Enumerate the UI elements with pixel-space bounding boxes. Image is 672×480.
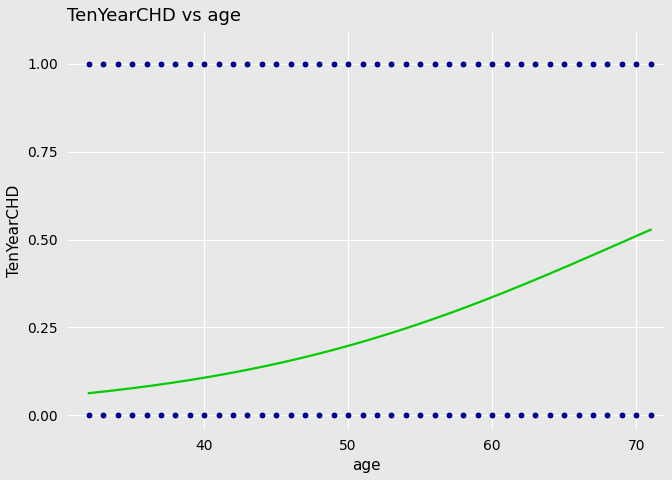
Point: [616, 60, 627, 68]
Point: [616, 411, 627, 419]
Point: [587, 60, 598, 68]
Point: [213, 411, 224, 419]
Point: [415, 60, 425, 68]
Point: [386, 411, 396, 419]
Point: [631, 60, 642, 68]
Point: [98, 411, 109, 419]
Point: [515, 60, 526, 68]
Point: [271, 60, 282, 68]
Text: TenYearCHD vs age: TenYearCHD vs age: [67, 7, 241, 25]
Point: [112, 411, 123, 419]
Point: [228, 60, 239, 68]
Point: [141, 60, 152, 68]
Point: [544, 60, 555, 68]
Point: [256, 60, 267, 68]
X-axis label: age: age: [352, 458, 380, 473]
Point: [501, 60, 512, 68]
Point: [184, 60, 195, 68]
Point: [401, 60, 411, 68]
Point: [83, 60, 94, 68]
Point: [256, 411, 267, 419]
Point: [170, 60, 181, 68]
Point: [386, 60, 396, 68]
Point: [559, 60, 570, 68]
Point: [184, 411, 195, 419]
Point: [559, 411, 570, 419]
Point: [170, 411, 181, 419]
Point: [358, 60, 368, 68]
Y-axis label: TenYearCHD: TenYearCHD: [7, 185, 22, 277]
Point: [530, 411, 541, 419]
Point: [285, 411, 296, 419]
Point: [242, 411, 253, 419]
Point: [141, 411, 152, 419]
Point: [343, 60, 353, 68]
Point: [444, 60, 454, 68]
Point: [329, 60, 339, 68]
Point: [228, 411, 239, 419]
Point: [155, 60, 166, 68]
Point: [429, 60, 440, 68]
Point: [329, 411, 339, 419]
Point: [271, 411, 282, 419]
Point: [242, 60, 253, 68]
Point: [458, 411, 469, 419]
Point: [530, 60, 541, 68]
Point: [199, 60, 210, 68]
Point: [487, 411, 497, 419]
Point: [98, 60, 109, 68]
Point: [631, 411, 642, 419]
Point: [343, 411, 353, 419]
Point: [544, 411, 555, 419]
Point: [199, 411, 210, 419]
Point: [358, 411, 368, 419]
Point: [83, 411, 94, 419]
Point: [300, 60, 310, 68]
Point: [602, 60, 613, 68]
Point: [573, 411, 584, 419]
Point: [444, 411, 454, 419]
Point: [314, 411, 325, 419]
Point: [472, 411, 483, 419]
Point: [515, 411, 526, 419]
Point: [300, 411, 310, 419]
Point: [587, 411, 598, 419]
Point: [487, 60, 497, 68]
Point: [573, 60, 584, 68]
Point: [112, 60, 123, 68]
Point: [285, 60, 296, 68]
Point: [429, 411, 440, 419]
Point: [155, 411, 166, 419]
Point: [314, 60, 325, 68]
Point: [401, 411, 411, 419]
Point: [213, 60, 224, 68]
Point: [501, 411, 512, 419]
Point: [372, 411, 382, 419]
Point: [472, 60, 483, 68]
Point: [372, 60, 382, 68]
Point: [645, 60, 656, 68]
Point: [458, 60, 469, 68]
Point: [645, 411, 656, 419]
Point: [415, 411, 425, 419]
Point: [602, 411, 613, 419]
Point: [127, 411, 138, 419]
Point: [127, 60, 138, 68]
